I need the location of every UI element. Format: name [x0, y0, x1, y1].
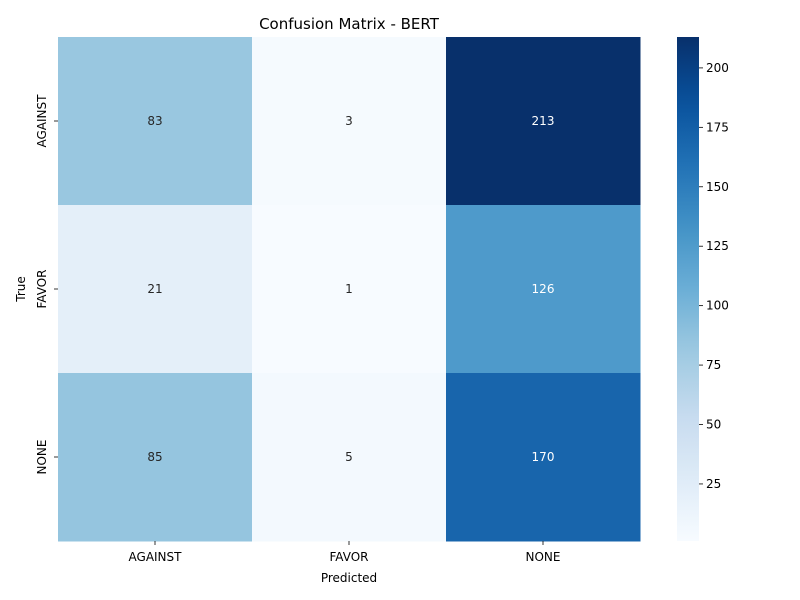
y-tick-label: AGAINST — [35, 94, 49, 148]
colorbar-tick-label: 125 — [706, 239, 729, 253]
y-tick-label: FAVOR — [35, 269, 49, 308]
heatmap-cell — [58, 37, 253, 206]
colorbar-tick-label: 200 — [706, 61, 729, 75]
colorbar-tick-label: 150 — [706, 180, 729, 194]
x-axis-label: Predicted — [321, 571, 377, 585]
y-axis-label: True — [14, 276, 28, 303]
colorbar — [677, 37, 699, 541]
cell-value-label: 3 — [345, 114, 353, 128]
x-tick-label: NONE — [526, 550, 561, 564]
chart-title: Confusion Matrix - BERT — [259, 15, 440, 33]
colorbar-tick-label: 50 — [706, 418, 721, 432]
x-tick-label: FAVOR — [329, 550, 368, 564]
heatmap-cell — [58, 205, 253, 374]
y-axis-ticks: AGAINST FAVOR NONE — [35, 94, 58, 475]
heatmap-cell — [446, 205, 641, 374]
cell-value-label: 126 — [532, 282, 555, 296]
cell-value-label: 170 — [532, 450, 555, 464]
colorbar-tick-label: 100 — [706, 299, 729, 313]
colorbar-tick-label: 175 — [706, 120, 729, 134]
heatmap-cell — [252, 205, 447, 374]
x-tick-label: AGAINST — [129, 550, 183, 564]
colorbar-ticks: 25 50 75 100 125 150 175 200 — [699, 61, 729, 491]
heatmap-cell — [446, 37, 641, 206]
y-tick-label: NONE — [35, 440, 49, 475]
cell-value-label: 5 — [345, 450, 353, 464]
cell-value-label: 1 — [345, 282, 353, 296]
colorbar-tick-label: 75 — [706, 358, 721, 372]
heatmap-cells: 83 3 213 21 1 126 85 5 170 — [58, 37, 641, 542]
cell-value-label: 83 — [147, 114, 162, 128]
x-axis-ticks: AGAINST FAVOR NONE — [129, 541, 561, 564]
heatmap-cell — [252, 37, 447, 206]
cell-value-label: 85 — [147, 450, 162, 464]
heatmap-cell — [446, 373, 641, 542]
heatmap-cell — [252, 373, 447, 542]
colorbar-tick-label: 25 — [706, 477, 721, 491]
cell-value-label: 21 — [147, 282, 162, 296]
cell-value-label: 213 — [532, 114, 555, 128]
heatmap-cell — [58, 373, 253, 542]
